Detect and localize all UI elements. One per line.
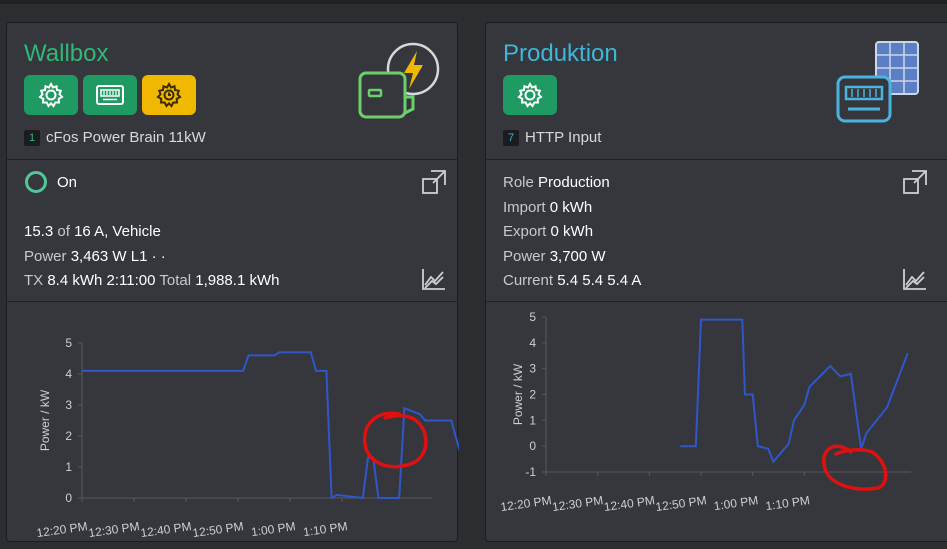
external-link-icon[interactable]	[902, 169, 928, 195]
wallbox-chart-area: 0 1 2 3 4 5 Power / kW 12:20 PM 12:30 PM 12:40 PM…	[7, 301, 479, 544]
wallbox-status: On	[24, 171, 77, 193]
y-tick-label: 1	[529, 413, 536, 427]
x-tick-label: 12:30 PM	[88, 519, 141, 540]
produktion-chart-area: -1 0 1 2 3 4 5 Power / kW 12:20 PM 12:30 PM 12:40 …	[486, 301, 947, 544]
gear-clock-icon	[156, 81, 182, 108]
wallbox-settings-button[interactable]	[24, 75, 78, 115]
x-tick-label: 12:20 PM	[36, 519, 89, 540]
wallbox-meter-button[interactable]	[83, 75, 137, 115]
x-tick-label: 1:00 PM	[250, 519, 296, 539]
x-tick-label: 12:50 PM	[192, 519, 245, 540]
role-value: Production	[538, 174, 610, 191]
produktion-device-line: 7 HTTP Input	[503, 129, 601, 146]
import-value: 0 kWh	[549, 198, 593, 216]
power-label: Power	[24, 247, 67, 265]
y-tick-label: 3	[65, 398, 72, 412]
current-label: Current	[503, 272, 554, 289]
wallbox-status-text: On	[57, 173, 78, 191]
gear-icon	[517, 81, 543, 108]
trend-chart-icon[interactable]	[902, 267, 928, 291]
total-label: Total	[159, 272, 192, 289]
y-tick-label: 0	[65, 491, 72, 505]
x-tick-label: 1:00 PM	[713, 493, 759, 513]
wallbox-title: Wallbox	[24, 40, 109, 67]
produktion-card-header: Produktion 7 HTTP Input	[486, 23, 947, 160]
y-tick-label: -1	[525, 465, 536, 479]
power-value: 3,700 W	[549, 247, 606, 265]
wallbox-power-chart: 0 1 2 3 4 5 Power / kW 12:20 PM 12:30 PM 12:40 PM…	[36, 336, 479, 540]
produktion-device-number: 7	[503, 129, 519, 146]
y-axis-label: Power / kW	[511, 363, 525, 425]
role-label: Role	[503, 174, 534, 191]
x-tick-label: 1:10 PM	[765, 493, 811, 513]
produktion-card: Produktion 7 HTTP Input	[485, 22, 947, 542]
y-axis-label: Power / kW	[38, 389, 52, 451]
power-value: 3,463 W L1 · ·	[70, 247, 166, 265]
role-line: Role Production	[503, 171, 944, 196]
produktion-settings-button[interactable]	[503, 75, 557, 115]
wallbox-charger-icon	[358, 42, 440, 119]
import-label: Import	[503, 198, 546, 216]
gear-icon	[38, 81, 64, 108]
trend-chart-icon[interactable]	[421, 267, 447, 291]
top-strip	[0, 0, 947, 4]
wallbox-device-line: 1 cFos Power Brain 11kW	[24, 129, 206, 146]
y-tick-label: 3	[529, 362, 536, 376]
wallbox-power-line: Power 3,463 W L1 · ·	[24, 245, 445, 270]
wallbox-device-name: cFos Power Brain 11kW	[46, 129, 206, 146]
y-tick-label: 0	[529, 439, 536, 453]
y-tick-label: 2	[65, 429, 72, 443]
status-ring-icon	[25, 171, 47, 193]
red-annotation-loop	[362, 411, 428, 469]
y-tick-label: 5	[65, 336, 72, 350]
produktion-power-line: Power 3,700 W	[503, 245, 944, 270]
produktion-buttons	[503, 75, 557, 115]
charge-current-value: 15.3	[24, 223, 54, 240]
wallbox-card-header: Wallbox	[7, 23, 457, 160]
x-tick-label: 12:40 PM	[140, 519, 193, 540]
y-tick-label: 1	[65, 460, 72, 474]
x-tick-label: 1:10 PM	[302, 519, 348, 539]
export-value: 0 kWh	[550, 223, 594, 240]
red-annotation-loop	[822, 444, 888, 491]
y-tick-label: 5	[529, 310, 536, 324]
wallbox-card: Wallbox	[6, 22, 479, 544]
tx-value: 8.4 kWh 2:11:00	[47, 272, 156, 289]
produktion-title: Produktion	[503, 40, 618, 67]
current-line: Current 5.4 5.4 5.4 A	[503, 269, 944, 294]
max-current-value: 16 A, Vehicle	[74, 223, 161, 240]
y-tick-label: 2	[529, 388, 536, 402]
import-line: Import 0 kWh	[503, 196, 944, 221]
export-line: Export 0 kWh	[503, 220, 944, 245]
wallbox-schedule-button[interactable]	[142, 75, 196, 115]
power-series-line	[680, 318, 909, 464]
of-label: of	[57, 223, 70, 240]
x-tick-label: 12:50 PM	[655, 493, 708, 514]
wallbox-info: 15.3 of 16 A, Vehicle Power 3,463 W L1 ·…	[24, 220, 445, 348]
wallbox-tx-line: TX 8.4 kWh 2:11:00 Total 1,988.1 kWh	[24, 269, 445, 294]
meter-icon	[96, 85, 124, 105]
external-link-icon[interactable]	[421, 169, 447, 195]
current-value: 5.4 5.4 5.4 A	[557, 272, 642, 289]
wallbox-current-line: 15.3 of 16 A, Vehicle	[24, 220, 445, 245]
x-tick-label: 12:20 PM	[500, 493, 553, 514]
wallbox-device-number: 1	[24, 129, 40, 146]
power-label: Power	[503, 247, 546, 265]
x-tick-label: 12:40 PM	[603, 493, 656, 514]
power-series-line	[82, 351, 479, 500]
y-tick-label: 4	[65, 367, 72, 381]
produktion-device-name: HTTP Input	[525, 129, 602, 146]
tx-label: TX	[24, 272, 44, 289]
total-value: 1,988.1 kWh	[195, 272, 280, 289]
y-tick-label: 4	[529, 336, 536, 350]
export-label: Export	[503, 223, 547, 240]
solar-meter-icon	[836, 41, 919, 123]
produktion-info: Role Production Import 0 kWh Export 0 kW…	[503, 171, 944, 299]
wallbox-buttons	[24, 75, 196, 115]
x-tick-label: 12:30 PM	[551, 493, 604, 514]
